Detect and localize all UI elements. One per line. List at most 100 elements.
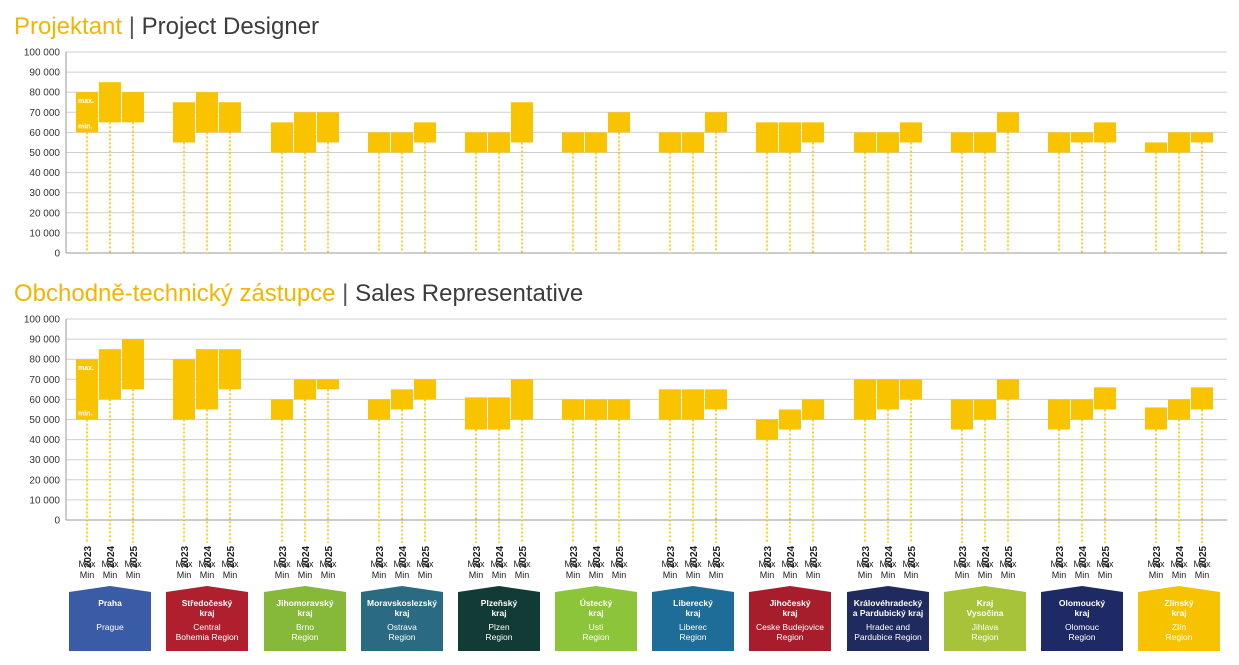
region-name-en: Bohemia Region [176, 632, 239, 642]
y-tick-label: 0 [54, 516, 60, 527]
min-axis-label: Min [1052, 570, 1067, 580]
region-tag-shape [555, 586, 637, 651]
year-label: 2023 [180, 545, 191, 568]
region-name-cz: Moravskoslezský [367, 598, 437, 608]
region-name-en: Region [292, 632, 319, 642]
region-tag-shape [361, 586, 443, 651]
y-tick-label: 10 000 [29, 495, 60, 506]
y-tick-label: 80 000 [29, 355, 60, 366]
region-name-en: Plzen [488, 622, 510, 632]
range-bar [99, 349, 121, 400]
year-label: 2024 [1078, 545, 1089, 568]
min-axis-label: Min [783, 570, 798, 580]
range-bar [1071, 132, 1093, 143]
min-axis-label: Min [80, 570, 95, 580]
year-label: 2023 [763, 545, 774, 568]
range-bar [488, 397, 510, 430]
region-name-cz: kraj [685, 608, 700, 618]
y-tick-label: 30 000 [29, 455, 60, 466]
region-name-en: Region [972, 632, 999, 642]
region-tag-shape [166, 586, 248, 651]
chart-title-en: Sales Representative [355, 280, 583, 307]
range-bar [511, 102, 533, 143]
chart-panel-2: Obchodně-technický zástupce | Sales Repr… [14, 280, 1227, 543]
range-bar [608, 399, 630, 420]
max-axis-label: Max [198, 559, 216, 569]
region-name-cz: Zlínský [1164, 598, 1194, 608]
range-bar [997, 112, 1019, 133]
year-label: 2023 [375, 545, 386, 568]
region-name-en: Prague [96, 622, 124, 632]
region-name-cz: kraj [1171, 608, 1186, 618]
max-axis-label: Max [999, 559, 1017, 569]
y-tick-label: 0 [54, 249, 60, 260]
range-bar [99, 82, 121, 123]
max-label: max. [78, 98, 94, 105]
chart-title: Projektant | Project Designer [14, 13, 319, 40]
region-name-en: Region [389, 632, 416, 642]
range-bar [1168, 132, 1190, 153]
max-axis-label: Max [564, 559, 582, 569]
min-axis-label: Min [177, 570, 192, 580]
region-tag-shape [264, 586, 346, 651]
region-name-cz: a Pardubický kraj [853, 608, 923, 618]
year-label: 2023 [83, 545, 94, 568]
range-bar [682, 132, 704, 153]
region-name-en: Region [486, 632, 513, 642]
range-bar [854, 132, 876, 153]
max-axis-label: Max [319, 559, 337, 569]
year-label: 2023 [472, 545, 483, 568]
year-label: 2023 [958, 545, 969, 568]
range-bar [1048, 399, 1070, 430]
region-tag-shape [458, 586, 540, 651]
region-tag-shape [1138, 586, 1220, 651]
min-axis-label: Min [709, 570, 724, 580]
year-label: 2025 [1101, 545, 1112, 568]
y-tick-label: 40 000 [29, 168, 60, 179]
y-tick-label: 70 000 [29, 375, 60, 386]
region-name-cz: Kraj [977, 598, 994, 608]
year-label: 2024 [301, 545, 312, 568]
range-bar [317, 112, 339, 143]
min-axis-label: Min [418, 570, 433, 580]
max-axis-label: Max [1073, 559, 1091, 569]
min-axis-label: Min [1172, 570, 1187, 580]
range-bar [562, 132, 584, 153]
range-bar [317, 379, 339, 390]
range-bar [368, 132, 390, 153]
year-label: 2025 [324, 545, 335, 568]
max-axis-label: Max [1193, 559, 1211, 569]
range-bar [414, 379, 436, 400]
range-bar [294, 379, 316, 400]
chart-title-cz: Obchodně-technický zástupce [14, 280, 336, 307]
region-tag-shape [652, 586, 734, 651]
range-bar [122, 339, 144, 390]
max-axis-label: Max [513, 559, 531, 569]
year-labels: 2023MaxMin2024MaxMin2025MaxMin2023MaxMin… [78, 545, 1211, 580]
range-bar [608, 112, 630, 133]
year-label: 2024 [203, 545, 214, 568]
region-tag-shape [944, 586, 1026, 651]
max-axis-label: Max [175, 559, 193, 569]
min-axis-label: Min [1098, 570, 1113, 580]
y-tick-label: 20 000 [29, 475, 60, 486]
region-name-cz: Praha [98, 598, 122, 608]
max-axis-label: Max [902, 559, 920, 569]
range-bar [854, 379, 876, 420]
max-axis-label: Max [610, 559, 628, 569]
range-bar [76, 92, 98, 133]
year-label: 2024 [106, 545, 117, 568]
region-name-en: Ostrava [387, 622, 417, 632]
max-axis-label: Max [273, 559, 291, 569]
min-axis-label: Min [881, 570, 896, 580]
min-axis-label: Min [806, 570, 821, 580]
region-name-cz: kraj [394, 608, 409, 618]
range-bar [585, 399, 607, 420]
region-name-cz: kraj [491, 608, 506, 618]
range-bar [1071, 399, 1093, 420]
y-tick-label: 90 000 [29, 68, 60, 79]
region-name-cz: Středočeský [182, 598, 233, 608]
max-axis-label: Max [1170, 559, 1188, 569]
range-bar [1048, 132, 1070, 153]
